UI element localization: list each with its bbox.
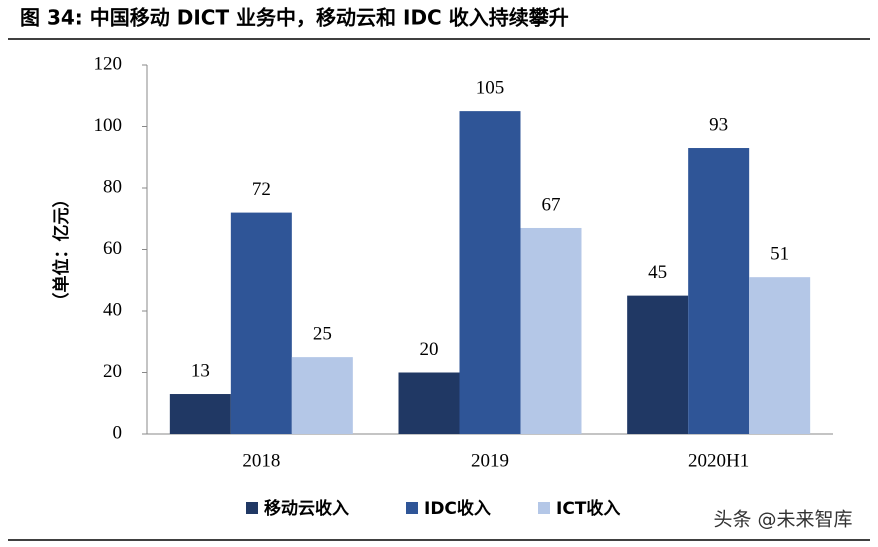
legend-label: IDC收入 [424, 498, 491, 519]
bar [291, 357, 353, 434]
bar [688, 148, 750, 434]
bar [627, 295, 689, 434]
value-label: 45 [648, 262, 667, 283]
legend-swatch [538, 502, 550, 514]
value-label: 25 [313, 323, 332, 344]
value-label: 67 [542, 194, 561, 215]
watermark: 头条 @未来智库 [713, 509, 852, 531]
y-tick-label: 120 [94, 53, 123, 74]
x-tick-label: 2018 [242, 450, 280, 471]
value-label: 13 [191, 360, 210, 381]
value-label: 51 [770, 244, 789, 265]
y-tick-label: 40 [103, 299, 122, 320]
y-axis-label: （单位：亿元） [51, 191, 72, 310]
bar [749, 277, 811, 434]
value-label: 20 [420, 339, 439, 360]
bar [398, 372, 460, 434]
legend-label: ICT收入 [556, 498, 620, 519]
chart-title: 图 34: 中国移动 DICT 业务中，移动云和 IDC 收入持续攀升 [20, 6, 569, 30]
y-tick-label: 80 [103, 176, 122, 197]
bar [230, 212, 292, 434]
legend-swatch [406, 502, 418, 514]
bar [459, 111, 521, 434]
bar [169, 394, 231, 434]
value-label: 105 [476, 77, 505, 98]
x-tick-label: 2019 [471, 450, 509, 471]
y-tick-label: 100 [94, 115, 123, 136]
value-label: 93 [709, 114, 728, 135]
legend-swatch [246, 502, 258, 514]
y-tick-label: 0 [113, 422, 123, 443]
bar [520, 227, 582, 434]
legend-label: 移动云收入 [264, 498, 349, 519]
y-tick-label: 60 [103, 238, 122, 259]
x-tick-label: 2020H1 [688, 450, 749, 471]
y-tick-label: 20 [103, 361, 122, 382]
value-label: 72 [252, 179, 271, 200]
